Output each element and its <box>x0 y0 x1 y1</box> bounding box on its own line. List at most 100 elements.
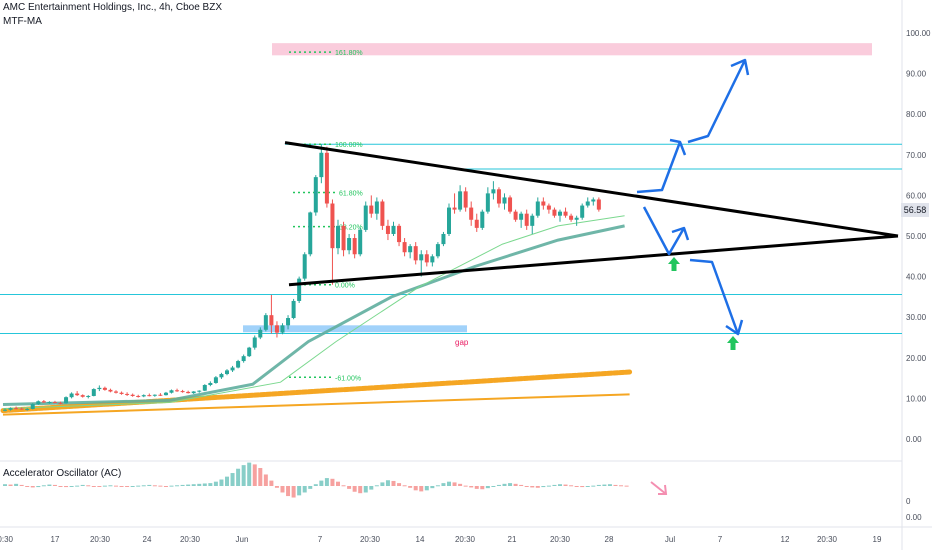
triangle-upper-line <box>284 141 899 238</box>
candle-body <box>563 211 568 216</box>
candle-body <box>408 246 413 253</box>
candle-body <box>580 205 585 218</box>
candle-body <box>291 300 296 319</box>
candle-body <box>14 408 19 410</box>
x-tick-label: 20:30 <box>180 535 201 544</box>
candle-body <box>36 401 41 405</box>
candle-body <box>519 213 524 220</box>
oscillator-bar <box>607 484 612 486</box>
candle-body <box>180 391 185 393</box>
x-tick-label: 20:30 <box>0 535 14 544</box>
oscillator-bar <box>58 486 63 487</box>
candle-body <box>208 382 213 386</box>
candle-body <box>25 408 30 410</box>
oscillator-bar <box>441 483 446 486</box>
oscillator-bar <box>463 485 468 487</box>
candle-body <box>513 211 518 220</box>
oscillator-bar <box>347 486 352 489</box>
oscillator-bar <box>474 486 479 489</box>
oscillator-bar <box>419 486 424 492</box>
oscillator-bar <box>352 486 357 492</box>
x-tick-label: 19 <box>873 535 882 544</box>
candle-body <box>596 199 601 210</box>
osc-tick-label: 0.00 <box>906 513 922 522</box>
candle-body <box>186 391 191 394</box>
candle-body <box>191 391 196 394</box>
candle-body <box>541 201 546 206</box>
candle-body <box>102 387 107 390</box>
candle-body <box>430 256 435 263</box>
oscillator-bar <box>186 484 191 486</box>
oscillator-bar <box>302 486 307 493</box>
candle-body <box>58 402 63 404</box>
oscillator-bar <box>269 480 274 486</box>
oscillator-bar <box>219 479 224 486</box>
candle-body <box>141 395 146 397</box>
oscillator-bar <box>213 481 218 486</box>
x-tick-label: 14 <box>416 535 425 544</box>
y-tick-label: 70.00 <box>906 151 927 160</box>
candle-body <box>125 393 130 395</box>
oscillator-bar <box>263 474 268 486</box>
candle-body <box>213 377 218 383</box>
oscillator-bar <box>130 486 135 487</box>
candle-body <box>308 212 313 255</box>
oscillator-bar <box>141 485 146 487</box>
projection-arrowhead-3 <box>671 226 690 241</box>
x-tick-label: 28 <box>605 535 614 544</box>
candle-body <box>552 209 557 216</box>
oscillator-bar <box>397 483 402 486</box>
oscillator-bar <box>208 483 213 486</box>
candle-body <box>424 254 429 263</box>
oscillator-bar <box>385 480 390 486</box>
candle-body <box>591 199 596 202</box>
x-tick-label: 20:30 <box>455 535 476 544</box>
candle-body <box>558 211 562 216</box>
oscillator-bar <box>64 486 69 488</box>
candle-body <box>41 401 46 403</box>
candle-body <box>30 404 35 409</box>
candle-body <box>147 395 152 397</box>
candle-body <box>69 393 74 398</box>
candle-body <box>369 205 374 214</box>
candle-body <box>280 325 285 333</box>
candle-body <box>491 189 496 194</box>
y-tick-label: 30.00 <box>906 313 927 322</box>
candle-body <box>546 205 551 210</box>
oscillator-bar <box>552 484 557 486</box>
oscillator-bar <box>624 485 629 487</box>
oscillator-bar <box>485 486 490 489</box>
oscillator-bar <box>236 468 241 486</box>
oscillator-bar <box>8 484 13 486</box>
candle-body <box>230 367 235 371</box>
y-tick-label: 60.00 <box>906 191 927 200</box>
candle-body <box>286 318 291 326</box>
candle-body <box>419 254 424 261</box>
oscillator-bar <box>358 486 363 494</box>
oscillator-bar <box>25 486 30 487</box>
x-tick-label: Jun <box>236 535 249 544</box>
oscillator-bar <box>585 486 590 487</box>
oscillator-bar <box>36 486 41 488</box>
candle-body <box>508 197 513 212</box>
candle-body <box>52 402 57 404</box>
oscillator-bar <box>519 484 524 486</box>
candle-body <box>524 213 529 226</box>
candle-body <box>302 254 307 279</box>
candle-body <box>413 246 418 261</box>
x-tick-label: 20:30 <box>550 535 571 544</box>
mtf-ma-step-line <box>2 215 625 410</box>
fib-level-label: -61.00% <box>335 375 361 382</box>
oscillator-bar <box>491 486 496 487</box>
candle-body <box>374 201 379 214</box>
oscillator-bar <box>569 485 574 487</box>
oscillator-label: Accelerator Oscillator (AC) <box>3 468 122 479</box>
candle-body <box>197 390 202 392</box>
fib-level-label: 61.80% <box>339 191 363 198</box>
projection-up-path-2 <box>687 59 747 144</box>
candle-body <box>152 394 157 396</box>
oscillator-bar <box>241 465 246 486</box>
candle-body <box>136 395 141 397</box>
